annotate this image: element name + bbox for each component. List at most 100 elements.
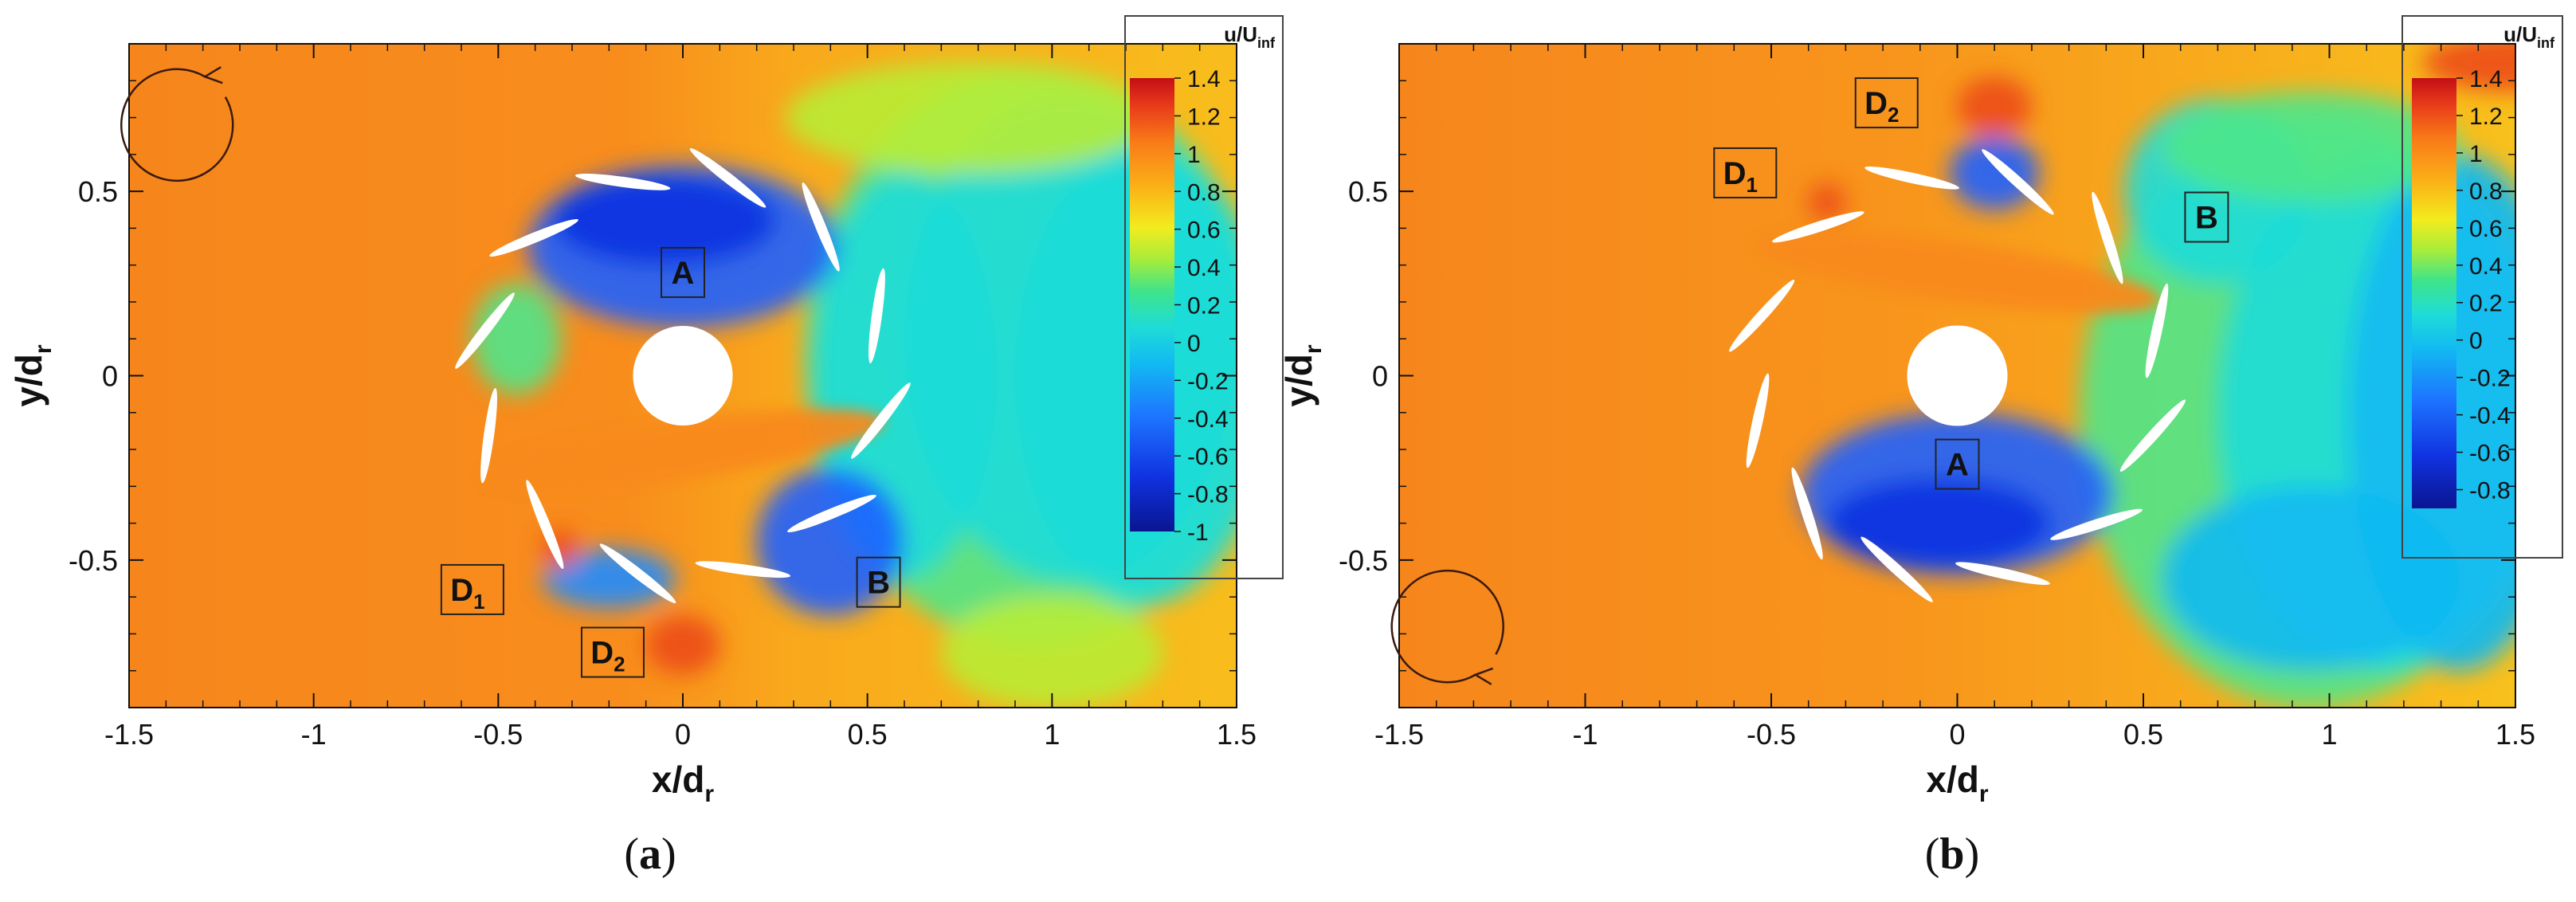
colorbar-frame [1124, 15, 1284, 579]
region-label-box [1713, 147, 1778, 198]
x-tick-label: -1 [301, 718, 327, 751]
y-tick-label: 0 [1372, 360, 1388, 393]
y-tick-label: 0 [102, 360, 118, 393]
colorbar-tick-label: 1.4 [1187, 66, 1221, 92]
colorbar-tick-label: -0.6 [1187, 444, 1229, 470]
rotor-blade [1955, 562, 2050, 586]
jet-stream [1755, 231, 2160, 314]
region-label: D2 [590, 636, 625, 676]
colorbar-title: u/Uinf [2503, 22, 2555, 51]
region-labels: A B D1 D2 [1713, 77, 2229, 490]
colorbar-tick-label: 0.2 [1187, 293, 1221, 320]
colorbar-tick-label: 0.6 [1187, 218, 1221, 244]
colorbar-tick-label: -0.4 [1187, 406, 1229, 433]
x-axis: -1.5 -1 -0.5 0 0.5 1 1.5 x/dr [104, 44, 1257, 807]
rotation-arrow [120, 66, 234, 182]
y-axis: -0.5 0 0.5 y/dr [1278, 43, 2515, 708]
colorbar-tick-label: 0.8 [2469, 178, 2503, 205]
panel-caption: (a) [624, 829, 676, 879]
x-tick-label: -0.5 [473, 718, 523, 751]
region-label-box [2184, 191, 2229, 243]
colorbar-tick-label: 1.4 [2469, 66, 2503, 92]
flow-region [1827, 479, 2051, 568]
region-label: D1 [1723, 156, 1758, 197]
rotation-arc [1390, 569, 1504, 684]
rotor-blade [599, 543, 676, 603]
x-tick-label: 0.5 [2123, 718, 2163, 751]
rotation-arrow [1390, 569, 1504, 685]
x-tick-label: 0 [675, 718, 691, 751]
x-tick-label: 0 [1949, 718, 1965, 751]
flow-region [1015, 147, 1237, 605]
colorbar-gradient [2412, 78, 2456, 508]
x-tick-label: -0.5 [1747, 718, 1796, 751]
velocity-field [129, 44, 1237, 708]
flow-region [472, 283, 562, 394]
colorbar-frame [2402, 15, 2563, 559]
panel-caption: (b) [1925, 829, 1979, 879]
rotor-blade [1791, 467, 1823, 560]
rotor-blades [455, 148, 911, 603]
y-axis-label: y/dr [1278, 344, 1327, 406]
colorbar-tick-label: 0.6 [2469, 216, 2503, 242]
rotor-blade [2092, 191, 2123, 284]
rotor-blade [1772, 211, 1864, 243]
region-label: A [1946, 448, 1969, 483]
flow-region [756, 468, 904, 616]
colorbar-tick-label: 0 [1187, 331, 1201, 357]
x-tick-label: 1 [1044, 718, 1060, 751]
flow-region [2162, 486, 2460, 671]
x-tick-label: -1 [1572, 718, 1598, 751]
y-axis-label: y/dr [8, 344, 57, 406]
colorbar-tick-label: 1.2 [2469, 104, 2503, 130]
rotor-blade [2119, 399, 2186, 472]
x-tick-label: -1.5 [1374, 718, 1424, 751]
rotor-blade [1864, 166, 1959, 190]
flow-region [1957, 76, 2032, 136]
region-label-box [1854, 77, 1919, 129]
region-label: B [867, 566, 890, 601]
y-tick-label: -0.5 [1339, 544, 1388, 577]
y-tick-label: -0.5 [69, 544, 118, 577]
rotor-blade [802, 182, 840, 272]
region-label: D2 [1864, 86, 1899, 127]
colorbar-tick-label: 0 [2469, 328, 2483, 355]
colorbar-tick-label: -0.2 [2469, 366, 2511, 392]
flow-region [941, 597, 1163, 708]
rotor-shaft [1907, 325, 2008, 426]
x-tick-label: 1.5 [1217, 718, 1257, 751]
x-axis: -1.5 -1 -0.5 0 0.5 1 1.5 x/dr [1374, 44, 2535, 807]
y-tick-label: 0.5 [1348, 175, 1388, 208]
chart-panel-a: -1.5 -1 -0.5 0 0.5 1 1.5 x/dr -0.5 0 0.5 y/dr A B D1 D2… [8, 15, 1284, 879]
rotor-blade [2145, 283, 2169, 378]
rotation-arc [120, 68, 234, 182]
x-axis-label: x/dr [652, 759, 714, 807]
colorbar-tick-label: 0.4 [1187, 255, 1221, 281]
region-label-box [440, 563, 504, 615]
rotor-shaft [633, 325, 733, 426]
colorbar-tick-label: -0.2 [1187, 368, 1229, 394]
rotor-blade [455, 292, 515, 369]
flow-region [553, 176, 775, 265]
y-tick-label: 0.5 [78, 175, 118, 208]
colorbar-tick-label: -1 [1187, 520, 1209, 546]
rotor-blade [526, 480, 564, 570]
region-label-box [661, 246, 705, 298]
colorbar-gradient [1130, 78, 1174, 531]
rotor-blade [480, 388, 497, 484]
x-axis-label: x/dr [1926, 759, 1988, 807]
rotor-blade [787, 494, 876, 533]
flow-region [1950, 135, 2040, 210]
colorbar-tick-label: 0.2 [2469, 291, 2503, 317]
chart-panel-b: -1.5 -1 -0.5 0 0.5 1 1.5 x/dr -0.5 0 0.5 y/dr A B D1 D2… [1278, 15, 2563, 879]
rotation-arrowhead [1472, 667, 1494, 685]
colorbar-tick-label: -0.4 [2469, 403, 2511, 429]
colorbar-tick-label: 1 [2469, 141, 2483, 167]
flow-region [786, 62, 1156, 173]
x-tick-label: -1.5 [104, 718, 154, 751]
colorbar-tick-label: -0.8 [2469, 478, 2511, 504]
flow-region [542, 549, 676, 609]
